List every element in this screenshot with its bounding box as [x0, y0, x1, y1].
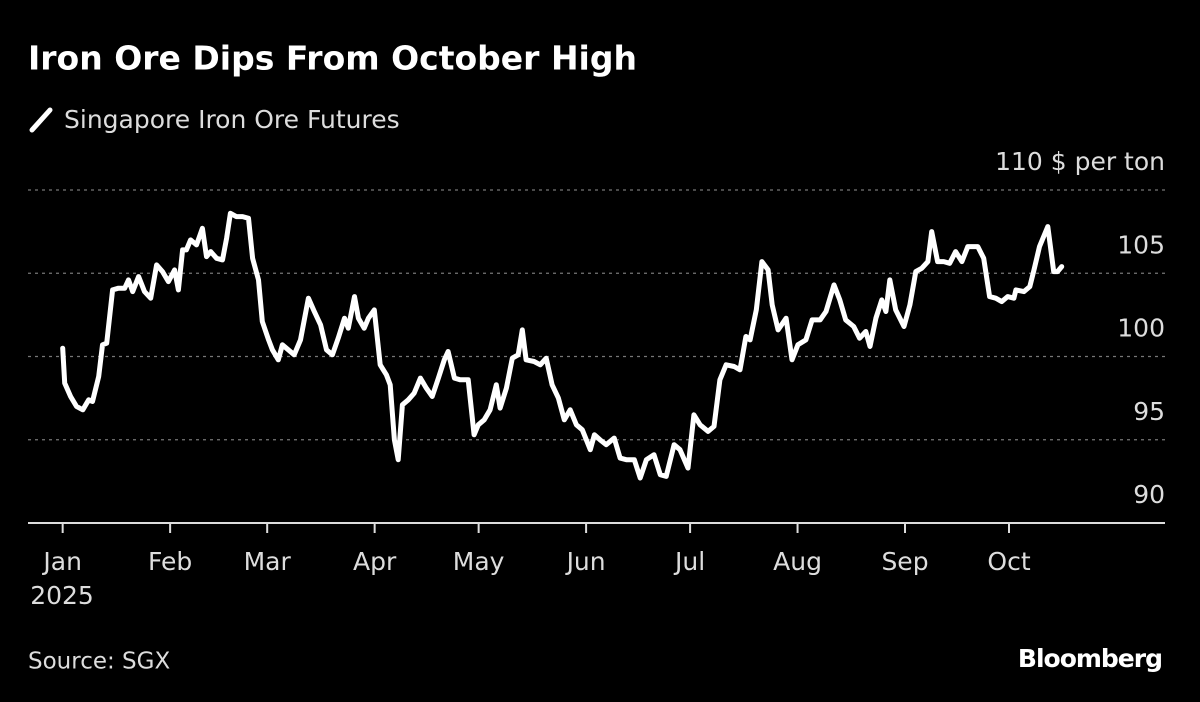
y-tick-label: 95: [1133, 397, 1165, 426]
y-tick-label: 100: [1117, 314, 1165, 343]
y-tick-label: 105: [1117, 230, 1165, 259]
x-tick-label: Jun: [565, 547, 606, 576]
chart-title: Iron Ore Dips From October High: [28, 39, 637, 78]
x-tick-label: Aug: [773, 547, 822, 576]
x-tick-label: Feb: [148, 547, 192, 576]
x-tick-label: May: [453, 547, 505, 576]
x-tick-label: Apr: [353, 547, 397, 576]
source: Source: SGX: [28, 649, 170, 675]
x-tick-label: Oct: [987, 547, 1030, 576]
x-sublabel: 2025: [30, 581, 94, 610]
x-tick-label: Sep: [881, 547, 928, 576]
legend-label: Singapore Iron Ore Futures: [64, 105, 400, 134]
legend-swatch: [29, 107, 53, 133]
x-tick-label: Mar: [244, 547, 292, 576]
x-tick-label: Jan: [41, 547, 82, 576]
y-tick-label: 110 $ per ton: [995, 147, 1165, 176]
y-tick-label: 90: [1133, 480, 1165, 509]
line-series: [60, 210, 1065, 481]
brand: Bloomberg: [1018, 644, 1162, 673]
x-tick-label: Jul: [673, 547, 705, 576]
